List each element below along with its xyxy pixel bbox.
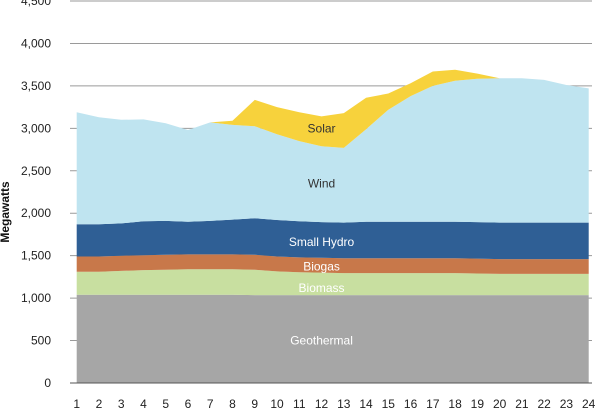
y-tick-label-0: 0 [44,376,51,390]
biomass-area [76,269,589,296]
small-hydro-label: Small Hydro [289,235,355,249]
x-tick-label-19: 19 [471,397,485,408]
x-tick-label-14: 14 [359,397,373,408]
y-tick-label-2,500: 2,500 [21,164,51,178]
biomass-label: Biomass [299,281,345,295]
y-tick-label-3,500: 3,500 [21,79,51,93]
x-tick-label-24: 24 [582,397,596,408]
x-tick-label-21: 21 [515,397,529,408]
wind-area [76,78,589,225]
x-tick-label-3: 3 [118,397,125,408]
y-tick-label-2,000: 2,000 [21,206,51,220]
y-tick-label-500: 500 [31,334,51,348]
x-tick-label-20: 20 [493,397,507,408]
y-tick-label-4,000: 4,000 [21,36,51,50]
biogas-area [76,254,589,274]
x-axis-tick-labels: 1 2 3 4 5 6 7 8 9 10 11 12 13 14 15 16 17 18 19 20 21 22 23 24 [73,397,595,408]
x-tick-label-13: 13 [337,397,351,408]
x-tick-label-5: 5 [162,397,169,408]
x-tick-label-1: 1 [73,397,80,408]
y-tick-label-3,000: 3,000 [21,121,51,135]
x-tick-label-17: 17 [426,397,440,408]
y-tick-label-1,000: 1,000 [21,291,51,305]
solar-label: Solar [308,121,336,135]
solar-area [76,69,589,148]
small-hydro-area [76,218,589,260]
x-tick-label-18: 18 [448,397,462,408]
x-tick-label-8: 8 [229,397,236,408]
series-labels: Geothermal Biomass Biogas Small Hydro Wind So… [289,121,355,347]
x-tick-label-9: 9 [251,397,258,408]
x-tick-label-2: 2 [96,397,103,408]
x-tick-label-7: 7 [207,397,214,408]
x-tick-label-22: 22 [537,397,551,408]
geothermal-area [76,294,589,383]
biogas-label: Biogas [303,259,340,273]
x-tick-label-15: 15 [382,397,396,408]
x-tick-label-16: 16 [404,397,418,408]
y-axis-tick-labels: 0 500 1,000 1,500 2,000 2,500 3,000 3,500 4,000 4… [21,0,51,390]
x-tick-label-12: 12 [315,397,329,408]
y-tick-label-1,500: 1,500 [21,249,51,263]
x-tick-label-10: 10 [270,397,284,408]
geothermal-label: Geothermal [290,334,353,348]
x-tick-label-4: 4 [140,397,147,408]
y-axis-title: Megawatts [0,181,12,243]
y-tick-label-4,500: 4,500 [21,0,51,8]
x-tick-label-23: 23 [560,397,574,408]
x-tick-label-11: 11 [293,397,306,408]
x-tick-label-6: 6 [185,397,192,408]
area-series [76,69,589,383]
wind-label: Wind [308,177,335,191]
